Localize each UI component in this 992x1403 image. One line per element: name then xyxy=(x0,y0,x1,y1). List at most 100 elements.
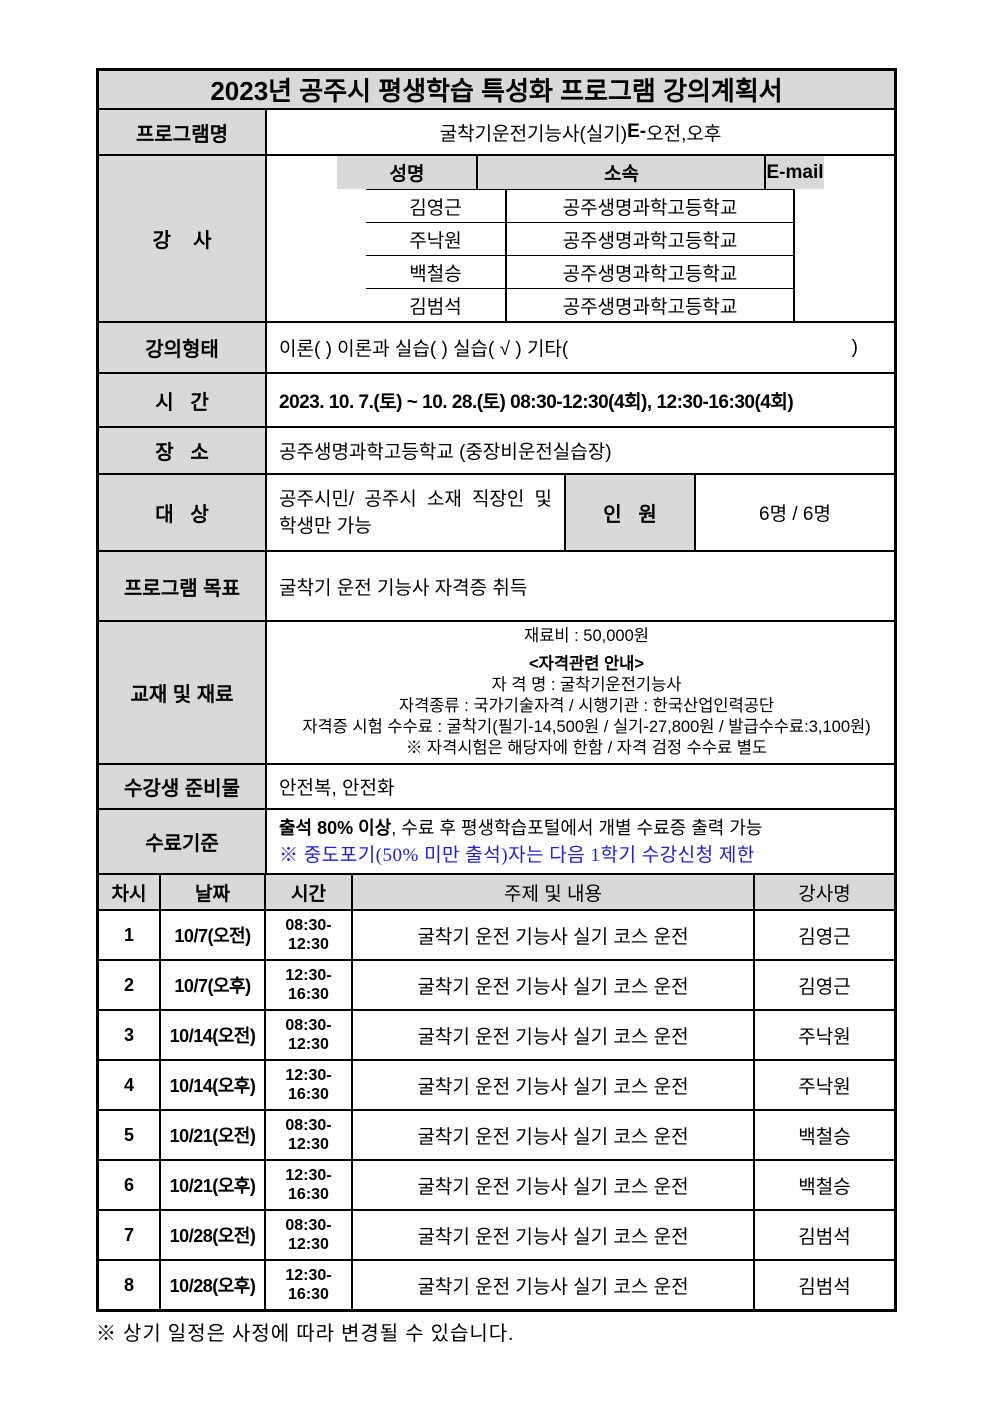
session-instructor: 김영근 xyxy=(753,961,894,1009)
session-number: 2 xyxy=(123,974,134,995)
target-row: 대 상 공주시민/ 공주시 소재 직장인 및 학생만 가능 인 원 6명 / 6… xyxy=(99,473,894,550)
instructor-email xyxy=(793,223,795,255)
session-time-end: 16:30 xyxy=(288,1086,329,1103)
instructors-label: 강 사 xyxy=(99,156,265,321)
instructor-email xyxy=(793,289,795,321)
schedule-row: 3 10/14(오전) 08:30- 12:30 굴착기 운전 기능사 실기 코스… xyxy=(99,1009,894,1059)
session-time-end: 12:30 xyxy=(288,936,329,953)
session-time-start: 08:30- xyxy=(285,1116,332,1134)
session-instructor: 김영근 xyxy=(753,911,894,959)
materials-line-cert-guide-heading: <자격관련 안내> xyxy=(529,655,644,673)
schedule-row: 6 10/21(오후) 12:30- 16:30 굴착기 운전 기능사 실기 코스… xyxy=(99,1159,894,1209)
session-instructor: 주낙원 xyxy=(753,1011,894,1059)
session-date: 10/21(오전) xyxy=(159,1111,264,1159)
materials-line-exam-fee: 자격증 시험 수수료 : 굴착기(필기-14,500원 / 실기-27,800원… xyxy=(302,718,871,736)
column-header-email: E-mail xyxy=(764,156,824,189)
plan-table: 2023년 공주시 평생학습 특성화 프로그램 강의계획서 프로그램명 굴착기운… xyxy=(96,68,897,1312)
instructor-name: 김영근 xyxy=(409,197,462,219)
session-date: 10/7(오전) xyxy=(159,911,264,959)
session-time-end: 16:30 xyxy=(288,1186,329,1203)
schedule-row: 7 10/28(오전) 08:30- 12:30 굴착기 운전 기능사 실기 코스… xyxy=(99,1209,894,1259)
instructor-name: 김범석 xyxy=(409,296,462,318)
instructor-row: 김범석 공주생명과학고등학교 xyxy=(366,288,795,321)
program-name-label: 프로그램명 xyxy=(99,110,265,154)
session-time: 08:30- 12:30 xyxy=(264,1211,351,1259)
lecture-type-label: 강의형태 xyxy=(99,323,265,372)
schedule-header-session: 차시 xyxy=(99,875,159,909)
supplies-value: 안전복, 안전화 xyxy=(265,765,894,808)
session-time: 12:30- 16:30 xyxy=(264,1161,351,1209)
session-date: 10/28(오전) xyxy=(159,1211,264,1259)
program-name-value: 굴착기운전기능사(실기) E- 오전,오후 xyxy=(265,110,894,154)
instructor-affiliation: 공주생명과학고등학교 xyxy=(505,289,793,321)
session-time: 12:30- 16:30 xyxy=(264,1061,351,1109)
target-label: 대 상 xyxy=(99,475,265,550)
completion-attendance-bold: 출석 80% 이상 xyxy=(279,818,392,838)
session-date: 10/7(오후) xyxy=(159,961,264,1009)
session-time: 08:30- 12:30 xyxy=(264,1111,351,1159)
session-instructor: 백철승 xyxy=(753,1111,894,1159)
time-value: 2023. 10. 7.(토) ~ 10. 28.(토) 08:30-12:30… xyxy=(265,374,894,426)
session-date: 10/14(오전) xyxy=(159,1011,264,1059)
session-topic: 굴착기 운전 기능사 실기 코스 운전 xyxy=(351,1161,753,1209)
instructor-email xyxy=(793,190,795,222)
program-name-post: 오전,오후 xyxy=(646,123,722,145)
session-time-end: 16:30 xyxy=(288,986,329,1003)
materials-line-cert-name: 자 격 명 : 굴착기운전기능사 xyxy=(491,676,682,694)
instructor-email xyxy=(793,256,795,288)
instructor-name: 주낙원 xyxy=(409,230,462,252)
session-topic: 굴착기 운전 기능사 실기 코스 운전 xyxy=(351,911,753,959)
instructor-name: 백철승 xyxy=(409,263,462,285)
session-time: 08:30- 12:30 xyxy=(264,1011,351,1059)
session-date: 10/28(오후) xyxy=(159,1261,264,1309)
session-topic: 굴착기 운전 기능사 실기 코스 운전 xyxy=(351,1061,753,1109)
completion-label: 수료기준 xyxy=(99,810,265,873)
capacity-label: 인 원 xyxy=(564,475,694,550)
completion-criteria-line: 출석 80% 이상, 수료 후 평생학습포털에서 개별 수료증 출력 가능 xyxy=(279,816,894,841)
completion-dropout-note: ※ 중도포기(50% 미만 출석)자는 다음 1학기 수강신청 제한 xyxy=(279,845,755,866)
session-topic: 굴착기 운전 기능사 실기 코스 운전 xyxy=(351,1261,753,1309)
program-name-pre: 굴착기운전기능사(실기) xyxy=(439,123,628,145)
schedule-change-note: ※ 상기 일정은 사정에 따라 변경될 수 있습니다. xyxy=(96,1323,515,1345)
session-number: 1 xyxy=(123,924,134,945)
session-time-start: 12:30- xyxy=(285,1066,332,1084)
session-time: 08:30- 12:30 xyxy=(264,911,351,959)
capacity-value: 6명 / 6명 xyxy=(694,475,894,550)
materials-line-cert-type: 자격종류 : 국가기술자격 / 시행기관 : 한국산업인력공단 xyxy=(398,697,775,715)
session-time-end: 16:30 xyxy=(288,1286,329,1303)
session-instructor: 김범석 xyxy=(753,1211,894,1259)
instructors-header-row: 성명 소속 E-mail xyxy=(337,156,824,189)
column-header-name: 성명 xyxy=(389,164,425,185)
schedule-header-row: 차시 날짜 시간 주제 및 내용 강사명 xyxy=(99,873,894,909)
session-topic: 굴착기 운전 기능사 실기 코스 운전 xyxy=(351,1111,753,1159)
schedule-row: 2 10/7(오후) 12:30- 16:30 굴착기 운전 기능사 실기 코스 … xyxy=(99,959,894,1009)
program-name-row: 프로그램명 굴착기운전기능사(실기) E- 오전,오후 xyxy=(99,108,894,154)
session-topic: 굴착기 운전 기능사 실기 코스 운전 xyxy=(351,961,753,1009)
materials-content: 재료비 : 50,000원 <자격관련 안내> 자 격 명 : 굴착기운전기능사… xyxy=(265,622,894,763)
session-time-start: 12:30- xyxy=(285,1266,332,1284)
session-time-end: 12:30 xyxy=(288,1136,329,1153)
instructors-table: 성명 소속 E-mail 김영근 공주생명과학고등학교 주낙원 공주생명과학고등… xyxy=(265,156,894,321)
session-time-start: 08:30- xyxy=(285,1016,332,1034)
instructor-row: 주낙원 공주생명과학고등학교 xyxy=(366,222,795,255)
session-date: 10/21(오후) xyxy=(159,1161,264,1209)
schedule-row: 5 10/21(오전) 08:30- 12:30 굴착기 운전 기능사 실기 코스… xyxy=(99,1109,894,1159)
session-number: 7 xyxy=(123,1224,134,1245)
session-topic: 굴착기 운전 기능사 실기 코스 운전 xyxy=(351,1011,753,1059)
schedule-row: 1 10/7(오전) 08:30- 12:30 굴착기 운전 기능사 실기 코스 … xyxy=(99,909,894,959)
lecture-type-options: 이론( ) 이론과 실습( ) 실습( √ ) 기타( xyxy=(279,339,569,360)
schedule-header-instructor: 강사명 xyxy=(753,875,894,909)
session-topic: 굴착기 운전 기능사 실기 코스 운전 xyxy=(351,1211,753,1259)
schedule-header-date: 날짜 xyxy=(159,875,264,909)
instructor-affiliation: 공주생명과학고등학교 xyxy=(505,190,793,222)
session-number: 4 xyxy=(123,1074,134,1095)
place-value: 공주생명과학고등학교 (중장비운전실습장) xyxy=(265,428,894,473)
goal-value: 굴착기 운전 기능사 자격증 취득 xyxy=(265,552,894,620)
title-row: 2023년 공주시 평생학습 특성화 프로그램 강의계획서 xyxy=(99,71,894,108)
materials-label: 교재 및 재료 xyxy=(99,622,265,763)
lecture-plan-document: 2023년 공주시 평생학습 특성화 프로그램 강의계획서 프로그램명 굴착기운… xyxy=(96,68,897,1346)
lecture-type-row: 강의형태 이론( ) 이론과 실습( ) 실습( √ ) 기타() xyxy=(99,321,894,372)
completion-row: 수료기준 출석 80% 이상, 수료 후 평생학습포털에서 개별 수료증 출력 … xyxy=(99,808,894,873)
place-label: 장 소 xyxy=(99,428,265,473)
session-time-start: 12:30- xyxy=(285,966,332,984)
